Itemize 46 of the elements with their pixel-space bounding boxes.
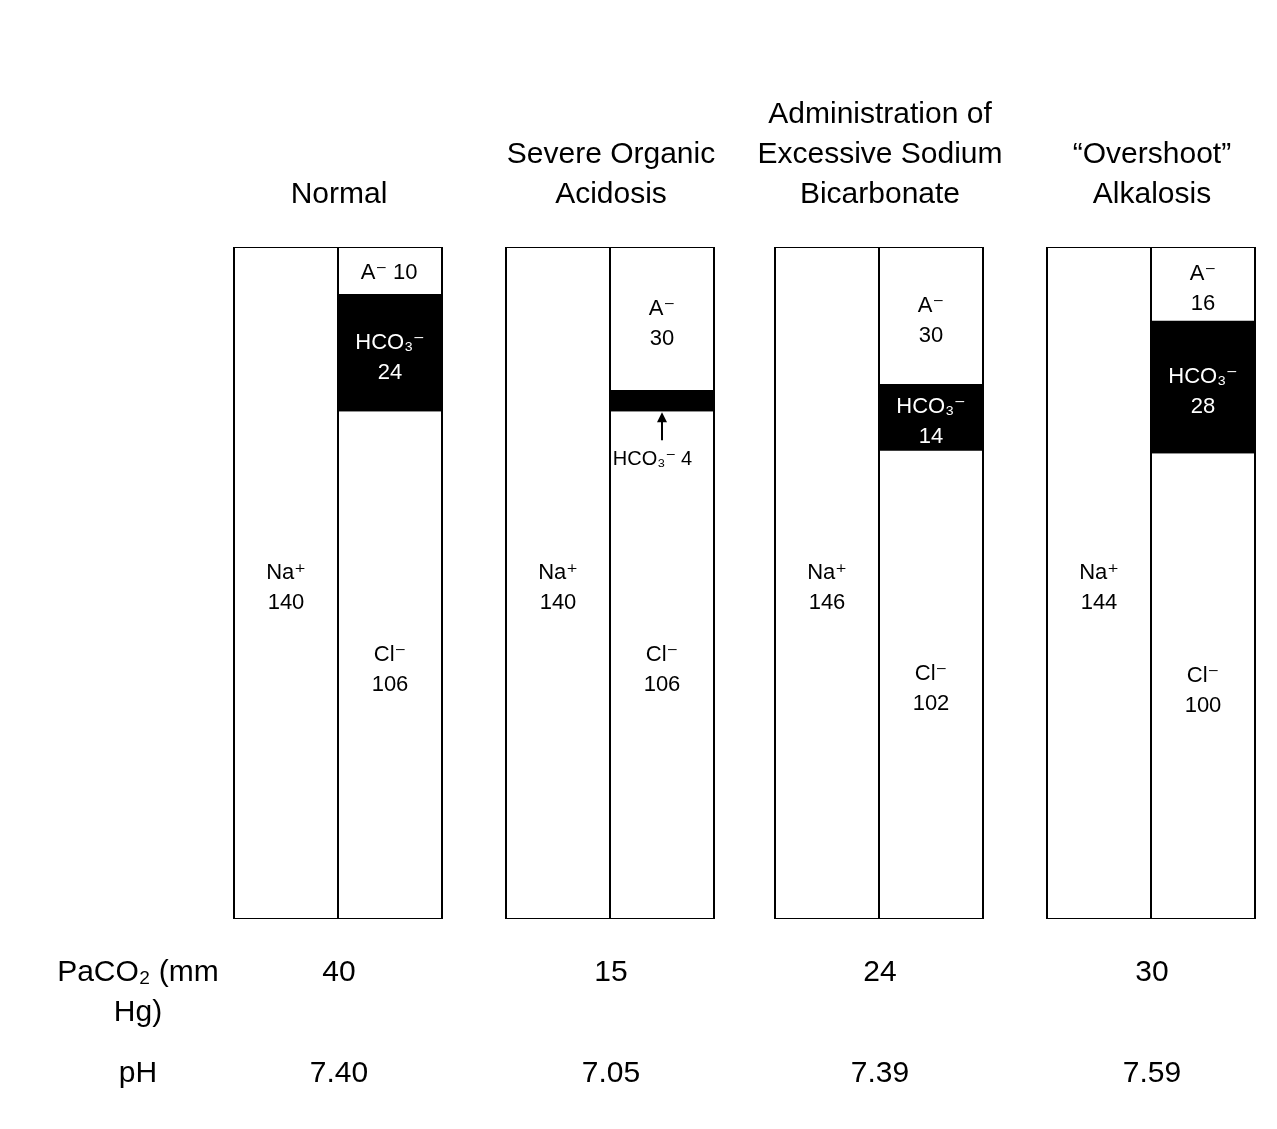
series-label: Na⁺ — [266, 559, 306, 584]
text: 7.39 — [849, 1054, 911, 1090]
data-label: 106 — [371, 670, 409, 696]
data-label: 10 — [393, 259, 418, 284]
data-label: 146 — [808, 589, 846, 614]
data-label: 102 — [912, 690, 950, 716]
series-label: A⁻ — [648, 295, 676, 320]
text: 24 — [862, 953, 898, 989]
text: PaCO₂ (mm Hg) — [56, 953, 220, 1029]
text: 7.40 — [308, 1054, 370, 1090]
text: 15 — [593, 953, 629, 989]
series-label: A⁻ — [1189, 260, 1217, 286]
legend-label: HCO₃⁻ — [612, 447, 676, 470]
chart-title: Severe Organic Acidosis — [505, 135, 717, 211]
series-label: A⁻ — [360, 259, 387, 284]
series-label: Cl⁻ — [914, 660, 948, 686]
series-label: Na⁺ — [538, 559, 578, 584]
chart-title: Normal — [289, 175, 389, 211]
data-label: 30 — [649, 325, 675, 350]
chart-title: “Overshoot” Alkalosis — [1071, 135, 1233, 211]
series-label: A⁻ — [917, 292, 945, 318]
series-label: HCO₃⁻ — [355, 328, 425, 354]
data-label: 16 — [1190, 290, 1216, 316]
data-label: 140 — [539, 589, 577, 614]
data-label: 106 — [643, 670, 681, 696]
text: 40 — [321, 953, 357, 989]
data-label: 140 — [267, 589, 305, 614]
text: pH — [117, 1054, 159, 1090]
data-label: 24 — [377, 358, 403, 384]
data-label: 4 — [681, 447, 693, 470]
data-label: 28 — [1190, 393, 1216, 418]
text: 30 — [1134, 953, 1170, 989]
series-label: Na⁺ — [807, 559, 847, 584]
series-label: HCO₃⁻ — [896, 393, 966, 419]
series-label: Cl⁻ — [645, 640, 679, 666]
data-label: 30 — [918, 322, 944, 348]
series-label: Cl⁻ — [373, 640, 407, 666]
chart-title: Administration of Excessive Sodium Bicarbonate — [756, 95, 1004, 211]
data-label: 144 — [1080, 589, 1118, 614]
data-label: 14 — [918, 423, 944, 449]
text: 7.05 — [580, 1054, 642, 1090]
series-label: Cl⁻ — [1186, 661, 1220, 687]
series-label: Na⁺ — [1079, 559, 1119, 584]
series-label: HCO₃⁻ — [1168, 363, 1238, 388]
data-label: 100 — [1184, 691, 1222, 717]
text: 7.59 — [1121, 1054, 1183, 1090]
